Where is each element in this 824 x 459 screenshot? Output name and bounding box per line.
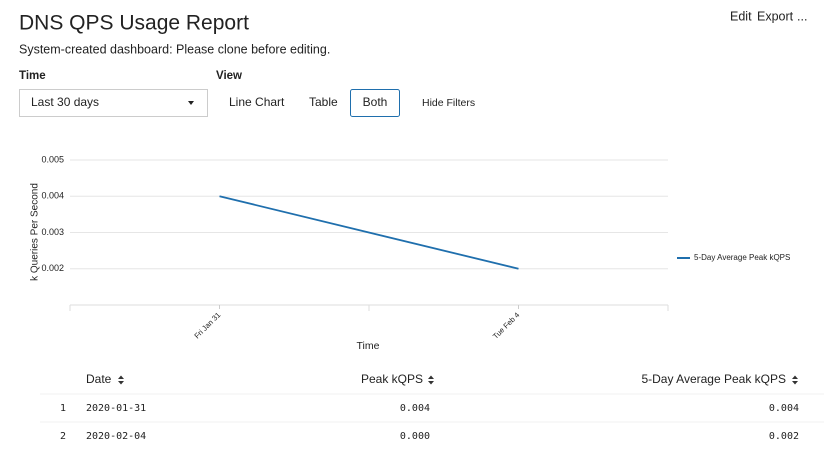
- row-number: 2: [60, 431, 66, 442]
- sort-icon: [792, 375, 798, 385]
- column-header[interactable]: Date: [86, 372, 112, 386]
- hide-filters-button[interactable]: Hide Filters: [422, 97, 475, 109]
- table-cell: 0.002: [769, 431, 799, 442]
- y-tick-label: 0.005: [41, 154, 64, 164]
- export-button[interactable]: Export: [757, 9, 794, 23]
- x-tick-label: Fri Jan 31: [192, 310, 222, 340]
- column-header[interactable]: Peak kQPS: [361, 372, 423, 386]
- y-tick-label: 0.002: [41, 263, 64, 273]
- table-cell: 0.000: [400, 431, 430, 442]
- time-value: Last 30 days: [31, 95, 99, 109]
- subtitle: System-created dashboard: Please clone b…: [19, 42, 330, 56]
- x-tick-label: Tue Feb 4: [491, 310, 521, 340]
- column-header[interactable]: 5-Day Average Peak kQPS: [641, 372, 786, 386]
- view-label: View: [216, 70, 242, 82]
- legend-label: 5-Day Average Peak kQPS: [694, 253, 790, 262]
- page-title: DNS QPS Usage Report: [19, 12, 249, 35]
- table-cell: 0.004: [769, 403, 799, 414]
- time-label: Time: [19, 70, 46, 82]
- view-option[interactable]: Both: [363, 95, 388, 109]
- row-number: 1: [60, 403, 66, 414]
- y-tick-label: 0.004: [41, 191, 64, 201]
- view-option-selected[interactable]: [350, 89, 400, 117]
- view-option[interactable]: Line Chart: [229, 95, 285, 109]
- series-line: [219, 195, 519, 270]
- time-dropdown[interactable]: [19, 89, 208, 117]
- y-axis-title: k Queries Per Second: [30, 183, 41, 281]
- table-cell: 0.004: [400, 403, 430, 414]
- table-cell: 2020-01-31: [86, 403, 146, 414]
- edit-button[interactable]: Edit: [730, 9, 752, 23]
- x-axis-title: Time: [357, 340, 380, 352]
- table: Date Peak kQPS 5-Day Average Peak kQPS 1 202…: [40, 372, 824, 442]
- sort-icon: [428, 375, 434, 385]
- sort-icon: [118, 375, 124, 385]
- view-option[interactable]: Table: [309, 95, 338, 109]
- y-tick-label: 0.003: [41, 227, 64, 237]
- more-button[interactable]: ...: [797, 9, 807, 23]
- dropdown-caret: [188, 101, 194, 105]
- chart: 0.002 0.003 0.004 0.005 Fri Jan 31 Tue Feb 4 T…: [30, 154, 791, 351]
- table-cell: 2020-02-04: [86, 431, 146, 442]
